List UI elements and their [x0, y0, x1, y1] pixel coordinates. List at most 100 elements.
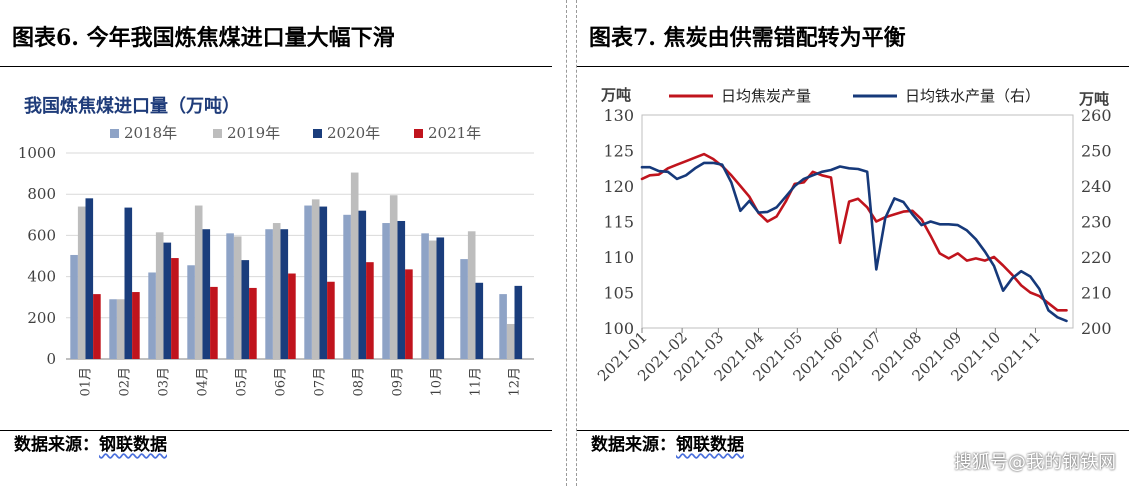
bar-2019年-12月 — [506, 323, 515, 359]
legend-label-2020年: 2020年 — [327, 124, 380, 142]
bar-2020年-03月 — [163, 242, 172, 359]
y-tick-label-1000: 1000 — [18, 144, 56, 162]
legend-swatch-2021年 — [414, 129, 423, 138]
bar-2018年-05月 — [226, 233, 234, 359]
left-y-tick-110: 110 — [603, 248, 634, 267]
right-y-tick-230: 230 — [1081, 213, 1112, 232]
bar-2019年-02月 — [116, 299, 125, 359]
legend-swatch-2018年 — [110, 129, 119, 138]
bar-2018年-08月 — [343, 214, 351, 359]
bar-2020年-02月 — [124, 207, 133, 359]
bar-2020年-10月 — [436, 237, 445, 359]
watermark: 搜狐号@我的钢铁网 — [954, 452, 1116, 473]
left-axis-unit: 万吨 — [600, 86, 631, 104]
legend-swatch-2020年 — [313, 129, 322, 138]
y-tick-label-0: 0 — [46, 350, 56, 368]
right-y-tick-260: 260 — [1081, 106, 1112, 125]
right-source: 数据来源：钢联数据 — [591, 432, 744, 458]
plot-frame — [641, 114, 1074, 329]
left-y-tick-125: 125 — [603, 142, 634, 161]
legend-label-日均焦炭产量: 日均焦炭产量 — [721, 87, 811, 105]
bar-2021年-08月 — [366, 262, 374, 359]
legend-label-2019年: 2019年 — [227, 124, 280, 142]
left-panel-title: 图表6. 今年我国炼焦煤进口量大幅下滑 — [12, 25, 395, 51]
bar-2020年-04月 — [202, 229, 211, 359]
bar-2020年-09月 — [397, 220, 406, 359]
x-tick-label-12月: 12月 — [508, 367, 523, 397]
legend-swatch-2019年 — [213, 129, 222, 138]
bar-2020年-07月 — [319, 206, 328, 359]
bar-2018年-12月 — [499, 294, 507, 359]
x-tick-label-08月: 08月 — [352, 367, 367, 397]
legend-label-2021年: 2021年 — [428, 124, 481, 142]
bar-2020年-08月 — [358, 210, 367, 359]
x-tick-label-02月: 02月 — [118, 367, 133, 397]
x-tick-label-06月: 06月 — [274, 367, 289, 397]
bar-2019年-01月 — [77, 206, 86, 359]
bar-2019年-09月 — [389, 195, 398, 359]
x-tick-label-03月: 03月 — [157, 367, 172, 397]
bar-2020年-01月 — [85, 198, 94, 359]
bar-2020年-12月 — [514, 285, 523, 359]
right-panel-title: 图表7. 焦炭由供需错配转为平衡 — [589, 25, 906, 51]
legend-label-2018年: 2018年 — [124, 124, 177, 142]
bar-2020年-05月 — [241, 260, 250, 359]
bar-2021年-04月 — [210, 286, 218, 359]
left-y-tick-105: 105 — [603, 284, 634, 303]
left-source: 数据来源：钢联数据 — [14, 432, 167, 458]
bar-2021年-06月 — [288, 273, 296, 359]
bar-2021年-03月 — [171, 258, 179, 359]
right-source-rule — [577, 430, 1129, 431]
bar-2019年-06月 — [272, 223, 281, 359]
left-source-label: 数据来源： — [14, 435, 99, 455]
right-source-name: 钢联数据 — [676, 435, 744, 455]
bar-2019年-07月 — [311, 199, 320, 359]
left-y-tick-120: 120 — [603, 177, 634, 196]
right-y-tick-210: 210 — [1081, 284, 1112, 303]
left-y-tick-115: 115 — [603, 213, 634, 232]
right-y-tick-250: 250 — [1081, 142, 1112, 161]
bar-2021年-09月 — [405, 269, 413, 359]
series-line-日均铁水产量（右） — [640, 161, 1068, 323]
bar-2019年-08月 — [350, 172, 359, 359]
bar-2018年-03月 — [148, 272, 156, 359]
bar-2018年-06月 — [265, 229, 273, 359]
left-y-tick-100: 100 — [603, 319, 634, 338]
bar-2021年-05月 — [249, 287, 257, 359]
x-tick-label-10月: 10月 — [430, 367, 445, 397]
x-tick-label-04月: 04月 — [196, 367, 211, 397]
bar-2019年-03月 — [155, 232, 164, 359]
left-source-rule — [0, 430, 552, 431]
bar-2019年-05月 — [233, 236, 242, 359]
right-source-label: 数据来源： — [591, 435, 676, 455]
x-tick-label-11月: 11月 — [469, 367, 484, 397]
bar-chart-title: 我国炼焦煤进口量（万吨） — [24, 95, 240, 117]
bar-2018年-07月 — [304, 205, 312, 359]
bar-2020年-06月 — [280, 229, 289, 359]
left-y-tick-130: 130 — [603, 106, 634, 125]
right-y-tick-240: 240 — [1081, 177, 1112, 196]
right-y-tick-220: 220 — [1081, 248, 1112, 267]
bar-2018年-11月 — [460, 259, 468, 359]
right-axis-unit: 万吨 — [1078, 90, 1109, 108]
bar-2019年-04月 — [194, 205, 203, 359]
bar-2021年-07月 — [327, 281, 335, 359]
y-tick-label-400: 400 — [27, 268, 56, 286]
coking-coal-import-bar-chart: 我国炼焦煤进口量（万吨） 2018年 2019年 2020年 2021年 0 200 400 6… — [18, 95, 534, 397]
bar-2018年-04月 — [187, 265, 195, 359]
bar-2021年-01月 — [93, 294, 101, 359]
right-y-tick-200: 200 — [1081, 319, 1112, 338]
bar-2019年-10月 — [428, 240, 437, 359]
right-panel: 图表7. 焦炭由供需错配转为平衡 万吨 万吨 日均焦炭产量 日均铁水产量（右） 100 1… — [576, 0, 1142, 486]
y-tick-label-600: 600 — [27, 226, 56, 244]
bar-2018年-10月 — [421, 233, 429, 359]
legend-label-日均铁水产量（右）: 日均铁水产量（右） — [905, 87, 1040, 105]
x-tick-label-01月: 01月 — [79, 367, 94, 397]
left-title-rule — [0, 66, 552, 67]
bar-2020年-11月 — [475, 282, 484, 359]
x-tick-label-09月: 09月 — [391, 367, 406, 397]
bar-2021年-02月 — [132, 292, 140, 359]
y-tick-label-800: 800 — [27, 185, 56, 203]
left-panel: 图表6. 今年我国炼焦煤进口量大幅下滑 我国炼焦煤进口量（万吨） 2018年 201… — [0, 0, 567, 486]
left-source-name: 钢联数据 — [99, 435, 167, 455]
